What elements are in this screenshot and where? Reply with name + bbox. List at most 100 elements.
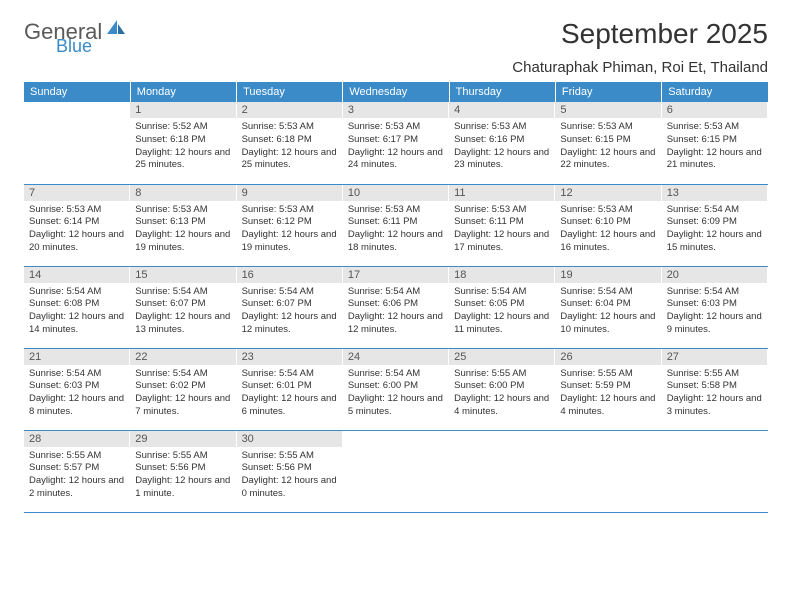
day-number: 3 [343,102,449,118]
day-header: Monday [130,82,236,102]
calendar-cell: 24Sunrise: 5:54 AMSunset: 6:00 PMDayligh… [343,348,449,430]
calendar-cell: 25Sunrise: 5:55 AMSunset: 6:00 PMDayligh… [449,348,555,430]
day-text: Sunrise: 5:53 AMSunset: 6:13 PMDaylight:… [130,201,236,259]
day-text: Sunrise: 5:55 AMSunset: 5:58 PMDaylight:… [662,365,768,423]
day-text: Sunrise: 5:53 AMSunset: 6:11 PMDaylight:… [449,201,555,259]
day-number: 6 [662,102,768,118]
day-text: Sunrise: 5:53 AMSunset: 6:14 PMDaylight:… [24,201,130,259]
day-text: Sunrise: 5:53 AMSunset: 6:12 PMDaylight:… [237,201,343,259]
day-text: Sunrise: 5:53 AMSunset: 6:16 PMDaylight:… [449,118,555,176]
day-text: Sunrise: 5:53 AMSunset: 6:10 PMDaylight:… [555,201,661,259]
day-header: Friday [555,82,661,102]
day-text: Sunrise: 5:55 AMSunset: 5:56 PMDaylight:… [237,447,343,505]
calendar-week: 21Sunrise: 5:54 AMSunset: 6:03 PMDayligh… [24,348,768,430]
day-text: Sunrise: 5:54 AMSunset: 6:04 PMDaylight:… [555,283,661,341]
day-number: 20 [662,267,768,283]
day-text: Sunrise: 5:54 AMSunset: 6:03 PMDaylight:… [24,365,130,423]
day-text: Sunrise: 5:54 AMSunset: 6:02 PMDaylight:… [130,365,236,423]
calendar-cell: 1Sunrise: 5:52 AMSunset: 6:18 PMDaylight… [130,102,236,184]
day-number [662,431,768,447]
day-number: 15 [130,267,236,283]
calendar-cell [555,430,661,512]
day-header: Sunday [24,82,130,102]
calendar-cell: 11Sunrise: 5:53 AMSunset: 6:11 PMDayligh… [449,184,555,266]
calendar-week: 1Sunrise: 5:52 AMSunset: 6:18 PMDaylight… [24,102,768,184]
day-number [555,431,661,447]
calendar-cell: 9Sunrise: 5:53 AMSunset: 6:12 PMDaylight… [237,184,343,266]
day-text: Sunrise: 5:55 AMSunset: 5:57 PMDaylight:… [24,447,130,505]
brand-sub: Blue [56,36,92,57]
day-number: 7 [24,185,130,201]
calendar-cell: 26Sunrise: 5:55 AMSunset: 5:59 PMDayligh… [555,348,661,430]
day-number [24,102,130,118]
day-text: Sunrise: 5:54 AMSunset: 6:07 PMDaylight:… [237,283,343,341]
calendar-cell: 21Sunrise: 5:54 AMSunset: 6:03 PMDayligh… [24,348,130,430]
day-number: 23 [237,349,343,365]
day-text: Sunrise: 5:54 AMSunset: 6:00 PMDaylight:… [343,365,449,423]
day-text: Sunrise: 5:52 AMSunset: 6:18 PMDaylight:… [130,118,236,176]
day-number: 27 [662,349,768,365]
calendar-cell: 17Sunrise: 5:54 AMSunset: 6:06 PMDayligh… [343,266,449,348]
location: Chaturaphak Phiman, Roi Et, Thailand [24,59,768,76]
calendar-cell: 22Sunrise: 5:54 AMSunset: 6:02 PMDayligh… [130,348,236,430]
day-number: 11 [449,185,555,201]
day-number: 12 [555,185,661,201]
calendar-cell: 3Sunrise: 5:53 AMSunset: 6:17 PMDaylight… [343,102,449,184]
calendar-cell: 15Sunrise: 5:54 AMSunset: 6:07 PMDayligh… [130,266,236,348]
day-number: 21 [24,349,130,365]
day-number: 10 [343,185,449,201]
calendar-cell: 2Sunrise: 5:53 AMSunset: 6:18 PMDaylight… [237,102,343,184]
calendar-cell [343,430,449,512]
calendar-cell: 28Sunrise: 5:55 AMSunset: 5:57 PMDayligh… [24,430,130,512]
day-number: 28 [24,431,130,447]
day-text: Sunrise: 5:54 AMSunset: 6:09 PMDaylight:… [662,201,768,259]
day-number: 24 [343,349,449,365]
day-text: Sunrise: 5:55 AMSunset: 5:59 PMDaylight:… [555,365,661,423]
calendar-cell: 6Sunrise: 5:53 AMSunset: 6:15 PMDaylight… [662,102,768,184]
day-text: Sunrise: 5:53 AMSunset: 6:15 PMDaylight:… [662,118,768,176]
day-text: Sunrise: 5:53 AMSunset: 6:15 PMDaylight:… [555,118,661,176]
day-number: 19 [555,267,661,283]
day-text: Sunrise: 5:54 AMSunset: 6:08 PMDaylight:… [24,283,130,341]
calendar-body: 1Sunrise: 5:52 AMSunset: 6:18 PMDaylight… [24,102,768,512]
day-text: Sunrise: 5:54 AMSunset: 6:03 PMDaylight:… [662,283,768,341]
title-block: September 2025 [561,18,768,50]
day-number [449,431,555,447]
calendar-cell: 20Sunrise: 5:54 AMSunset: 6:03 PMDayligh… [662,266,768,348]
calendar-week: 14Sunrise: 5:54 AMSunset: 6:08 PMDayligh… [24,266,768,348]
day-number: 29 [130,431,236,447]
calendar-cell [449,430,555,512]
sail-icon [105,18,127,41]
calendar-cell: 23Sunrise: 5:54 AMSunset: 6:01 PMDayligh… [237,348,343,430]
day-text: Sunrise: 5:53 AMSunset: 6:17 PMDaylight:… [343,118,449,176]
day-number: 8 [130,185,236,201]
day-number: 1 [130,102,236,118]
day-text: Sunrise: 5:55 AMSunset: 6:00 PMDaylight:… [449,365,555,423]
calendar-cell: 12Sunrise: 5:53 AMSunset: 6:10 PMDayligh… [555,184,661,266]
calendar-table: SundayMondayTuesdayWednesdayThursdayFrid… [24,82,768,513]
day-number: 5 [555,102,661,118]
calendar-cell: 13Sunrise: 5:54 AMSunset: 6:09 PMDayligh… [662,184,768,266]
day-text: Sunrise: 5:54 AMSunset: 6:01 PMDaylight:… [237,365,343,423]
day-number: 16 [237,267,343,283]
calendar-week: 7Sunrise: 5:53 AMSunset: 6:14 PMDaylight… [24,184,768,266]
month-title: September 2025 [561,18,768,50]
day-number: 18 [449,267,555,283]
calendar-cell: 4Sunrise: 5:53 AMSunset: 6:16 PMDaylight… [449,102,555,184]
calendar-header-row: SundayMondayTuesdayWednesdayThursdayFrid… [24,82,768,102]
calendar-cell: 29Sunrise: 5:55 AMSunset: 5:56 PMDayligh… [130,430,236,512]
calendar-cell: 10Sunrise: 5:53 AMSunset: 6:11 PMDayligh… [343,184,449,266]
calendar-cell [662,430,768,512]
day-text: Sunrise: 5:54 AMSunset: 6:06 PMDaylight:… [343,283,449,341]
day-number: 30 [237,431,343,447]
calendar-cell [24,102,130,184]
day-number: 14 [24,267,130,283]
calendar-cell: 27Sunrise: 5:55 AMSunset: 5:58 PMDayligh… [662,348,768,430]
day-number: 13 [662,185,768,201]
day-number: 2 [237,102,343,118]
day-header: Saturday [662,82,768,102]
calendar-cell: 5Sunrise: 5:53 AMSunset: 6:15 PMDaylight… [555,102,661,184]
day-header: Wednesday [343,82,449,102]
day-number [343,431,449,447]
day-number: 25 [449,349,555,365]
